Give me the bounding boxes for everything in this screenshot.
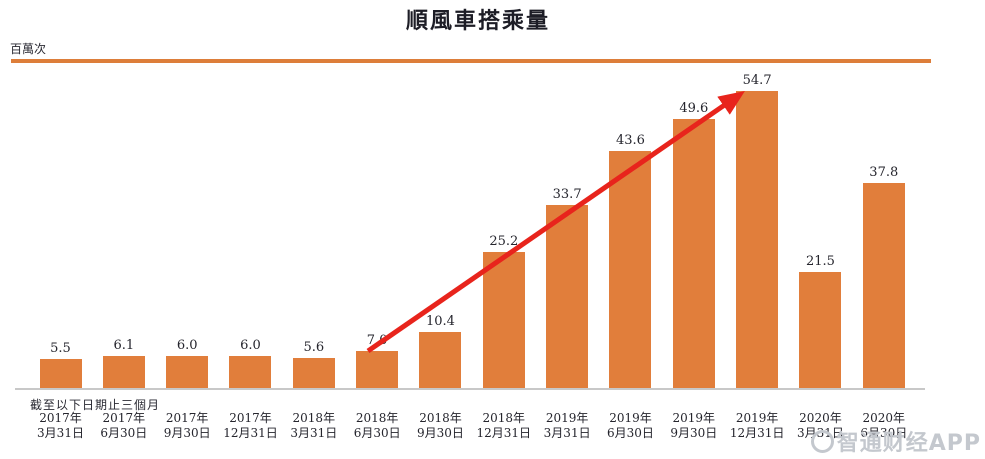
circle-logo-icon	[810, 429, 834, 453]
bar-column: 49.6	[662, 101, 726, 389]
y-axis-unit-label: 百萬次	[10, 42, 47, 56]
x-tick-label: 2018年 12月31日	[476, 411, 532, 440]
x-tick-label: 2019年 12月31日	[729, 411, 785, 440]
bar	[229, 356, 272, 389]
x-tick-label: 2018年 6月30日	[353, 411, 401, 440]
bar-value-label: 6.1	[113, 338, 135, 353]
bar	[39, 359, 82, 389]
bar-value-label: 37.8	[869, 165, 899, 180]
x-axis-line	[15, 388, 925, 390]
watermark: 智通财经APP	[810, 425, 981, 457]
x-tick-label: 2018年 9月30日	[417, 411, 464, 440]
bar	[546, 205, 589, 389]
bar	[609, 151, 652, 389]
x-tick-label: 2019年 6月30日	[607, 411, 654, 440]
bar	[799, 272, 842, 389]
x-tick-label: 2017年 9月30日	[163, 411, 211, 440]
bar-column: 21.5	[788, 254, 852, 389]
x-tick-label: 2019年 3月31日	[543, 411, 591, 440]
bar-column: 6.0	[218, 338, 282, 389]
title-divider-rule	[11, 59, 931, 63]
bar	[736, 91, 779, 389]
bar-value-label: 7.0	[366, 333, 388, 348]
bar-column: 33.7	[535, 187, 599, 389]
watermark-text: 智通财经APP	[836, 431, 981, 456]
bar-column: 5.5	[29, 341, 93, 389]
x-axis-note: 截至以下日期止三個月	[30, 398, 161, 412]
x-tick-label: 2019年 9月30日	[670, 411, 718, 440]
x-tick-label: 2020年 6月30日	[860, 411, 908, 440]
bar-value-label: 33.7	[552, 187, 582, 202]
bar	[292, 358, 335, 389]
bar	[102, 356, 145, 389]
bar	[356, 351, 399, 389]
x-tick-label: 2017年 3月31日	[37, 411, 84, 440]
bar-column: 25.2	[472, 234, 536, 389]
bar-value-label: 5.6	[303, 340, 325, 355]
bar-value-label: 6.0	[176, 338, 198, 353]
bar	[672, 119, 715, 389]
bar-column: 5.6	[282, 340, 346, 389]
bar-value-label: 43.6	[615, 133, 645, 148]
bar-column: 6.1	[92, 338, 156, 389]
bar	[166, 356, 209, 389]
bar-column: 37.8	[852, 165, 916, 389]
bar	[862, 183, 905, 389]
bar-value-label: 49.6	[679, 101, 709, 116]
bar-value-label: 5.5	[50, 341, 71, 356]
x-tick-label: 2017年 12月31日	[223, 411, 278, 440]
x-tick-label: 2017年 6月30日	[100, 411, 148, 440]
bar	[419, 332, 462, 389]
bar-value-label: 6.0	[240, 338, 261, 353]
bar-value-label: 10.4	[425, 314, 455, 329]
bar-column: 10.4	[408, 314, 472, 389]
bar-column: 6.0	[155, 338, 219, 389]
bar-value-label: 25.2	[489, 234, 519, 249]
bar-value-label: 54.7	[742, 73, 772, 88]
bar-column: 43.6	[598, 133, 662, 389]
bar-value-label: 21.5	[805, 254, 835, 269]
bar	[482, 252, 525, 389]
bar-column: 7.0	[345, 333, 409, 389]
bar-column: 54.7	[725, 73, 789, 389]
chart-title: 順風車搭乘量	[405, 8, 550, 34]
x-tick-label: 2018年 3月31日	[290, 411, 338, 440]
